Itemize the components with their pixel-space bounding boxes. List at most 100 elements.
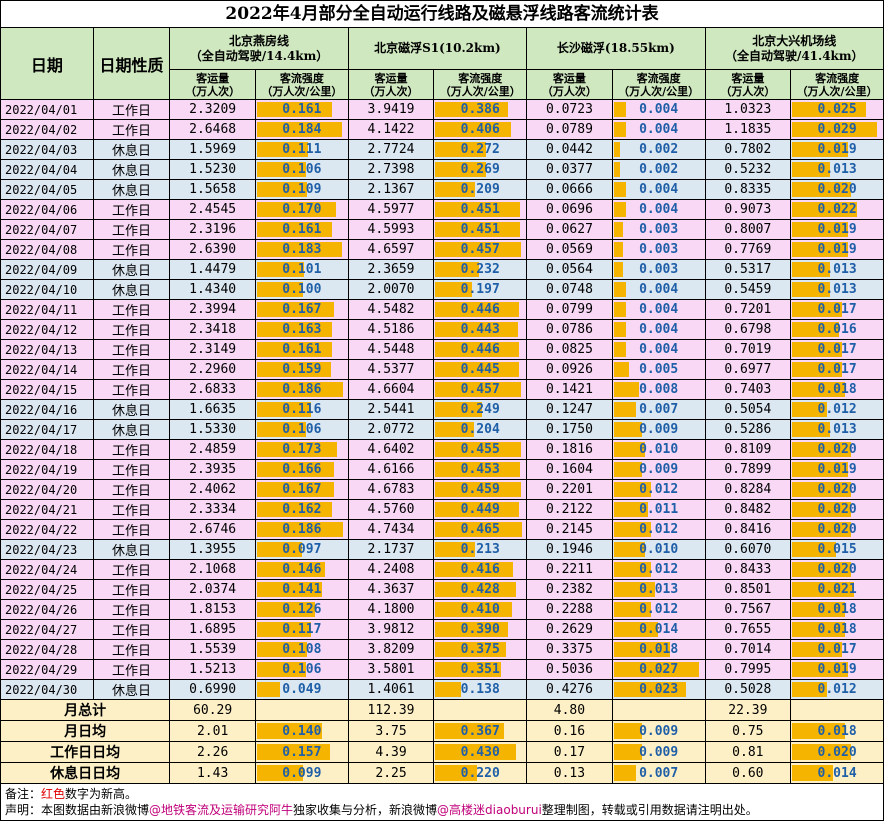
intensity-bar [256,222,332,237]
volume-cell: 1.5658 [169,179,256,200]
intensity-bar [792,422,831,437]
intensity-bar [792,642,843,657]
table-row: 2022/04/26 工作日 1.8153 0.126 4.1800 0.410 0.228… [0,599,884,620]
intensity-cell: 0.012 [611,479,706,500]
date-type-cell: 工作日 [92,559,171,580]
intensity-bar [792,482,851,497]
intensity-bar [435,482,522,497]
volume-cell: 3.5801 [347,659,435,680]
intensity-bar [792,602,845,617]
intensity-cell: 0.106 [254,659,349,680]
line-sub: （全自动驾驶/14.4km） [189,48,329,63]
intensity-bar [613,542,646,557]
volume-cell: 3.9419 [347,99,435,120]
table-row: 2022/04/19 工作日 2.3935 0.166 4.6166 0.453 0.160… [0,459,884,480]
date-type-cell: 工作日 [92,339,171,360]
intensity-cell: 0.410 [433,599,528,620]
intensity-value: 0.019 [817,142,857,157]
intensity-cell: 0.146 [254,559,349,580]
intensity-cell: 0.017 [790,639,884,660]
date-cell: 2022/04/28 [0,639,94,660]
intensity-cell: 0.097 [254,539,349,560]
table-row: 2022/04/06 工作日 2.4545 0.170 4.5977 0.451 0.069… [0,199,884,220]
intensity-bar [792,282,831,297]
intensity-value: 0.446 [460,302,500,317]
intensity-bar [792,402,828,417]
volume-cell: 4.2408 [347,559,435,580]
volume-cell: 0.7403 [704,379,792,400]
intensity-bar [792,382,845,397]
volume-cell: 2.1737 [347,539,435,560]
summary-row: 工作日日均 2.26 0.157 4.39 0.430 0.17 0.009 0.81 0.02… [0,741,884,763]
date-type-cell: 工作日 [92,439,171,460]
intensity-value: 0.012 [639,602,679,617]
subheader-intensity: 客流强度 （万人次/公里） [254,69,349,100]
table-row: 2022/04/10 休息日 1.4340 0.100 2.0070 0.197 0.074… [0,279,884,300]
intensity-bar [256,542,302,557]
intensity-cell: 0.020 [790,439,884,460]
table-row: 2022/04/11 工作日 2.3994 0.167 4.5482 0.446 0.079… [0,299,884,320]
intensity-bar [256,202,336,217]
intensity-value: 0.416 [460,562,500,577]
volume-cell: 2.1367 [347,179,435,200]
intensity-cell: 0.184 [254,119,349,140]
intensity-bar [613,562,652,577]
intensity-bar [435,222,520,237]
intensity-value: 0.002 [639,162,679,177]
subheader-volume: 客运量 （万人次） [526,69,613,100]
intensity-cell [254,699,349,721]
intensity-bar [613,242,624,257]
volume-cell: 4.5993 [347,219,435,240]
intensity-cell: 0.406 [433,119,528,140]
summary-row: 月日均 2.01 0.140 3.75 0.367 0.16 0.009 0.75 0.018 [0,720,884,742]
intensity-cell: 0.453 [433,459,528,480]
intensity-cell: 0.003 [611,239,706,260]
volume-cell: 0.81 [704,741,792,763]
date-type-cell: 工作日 [92,519,171,540]
volume-cell: 2.3935 [169,459,256,480]
intensity-cell: 0.170 [254,199,349,220]
summary-row: 月总计 60.29 112.39 4.80 22.39 [0,699,884,721]
subheader-intensity: 客流强度 （万人次/公里） [790,69,884,100]
volume-cell: 0.0748 [526,279,613,300]
intensity-value: 0.161 [282,102,322,117]
volume-cell: 0.0666 [526,179,613,200]
intensity-cell: 0.455 [433,439,528,460]
summary-label: 工作日日均 [0,741,171,763]
intensity-cell [790,699,884,721]
volume-cell: 2.26 [169,741,256,763]
intensity-cell: 0.015 [790,539,884,560]
intensity-bar [256,322,333,337]
intensity-bar [613,362,630,377]
ridership-table: 日期 日期性质 北京燕房线 （全自动驾驶/14.4km） 北京磁浮S1(10.2… [0,27,884,784]
intensity-cell: 0.018 [790,619,884,640]
date-type-cell: 休息日 [92,179,171,200]
intensity-bar [613,182,627,197]
volume-cell: 0.4276 [526,679,613,700]
volume-cell: 0.5028 [704,679,792,700]
intensity-cell [611,699,706,721]
intensity-value: 0.173 [282,442,322,457]
date-cell: 2022/04/30 [0,679,94,700]
volume-cell: 0.0569 [526,239,613,260]
intensity-value: 0.002 [639,142,679,157]
date-type-cell: 工作日 [92,319,171,340]
intensity-cell: 0.167 [254,479,349,500]
intensity-value: 0.019 [817,242,857,257]
date-type-cell: 工作日 [92,119,171,140]
intensity-value: 0.410 [460,602,500,617]
intensity-cell: 0.367 [433,720,528,742]
intensity-cell: 0.209 [433,179,528,200]
weibo-handle-1[interactable]: @地铁客流及运输研究阿牛 [149,803,294,817]
intensity-cell: 0.117 [254,619,349,640]
intensity-cell: 0.004 [611,179,706,200]
intensity-bar [435,562,514,577]
date-cell: 2022/04/18 [0,439,94,460]
volume-cell: 1.1835 [704,119,792,140]
intensity-cell: 0.446 [433,339,528,360]
weibo-handle-2[interactable]: @高楼迷diaoburui [437,803,542,817]
intensity-cell: 0.004 [611,299,706,320]
subheader-volume: 客运量 （万人次） [169,69,256,100]
intensity-bar [435,522,523,537]
date-cell: 2022/04/04 [0,159,94,180]
